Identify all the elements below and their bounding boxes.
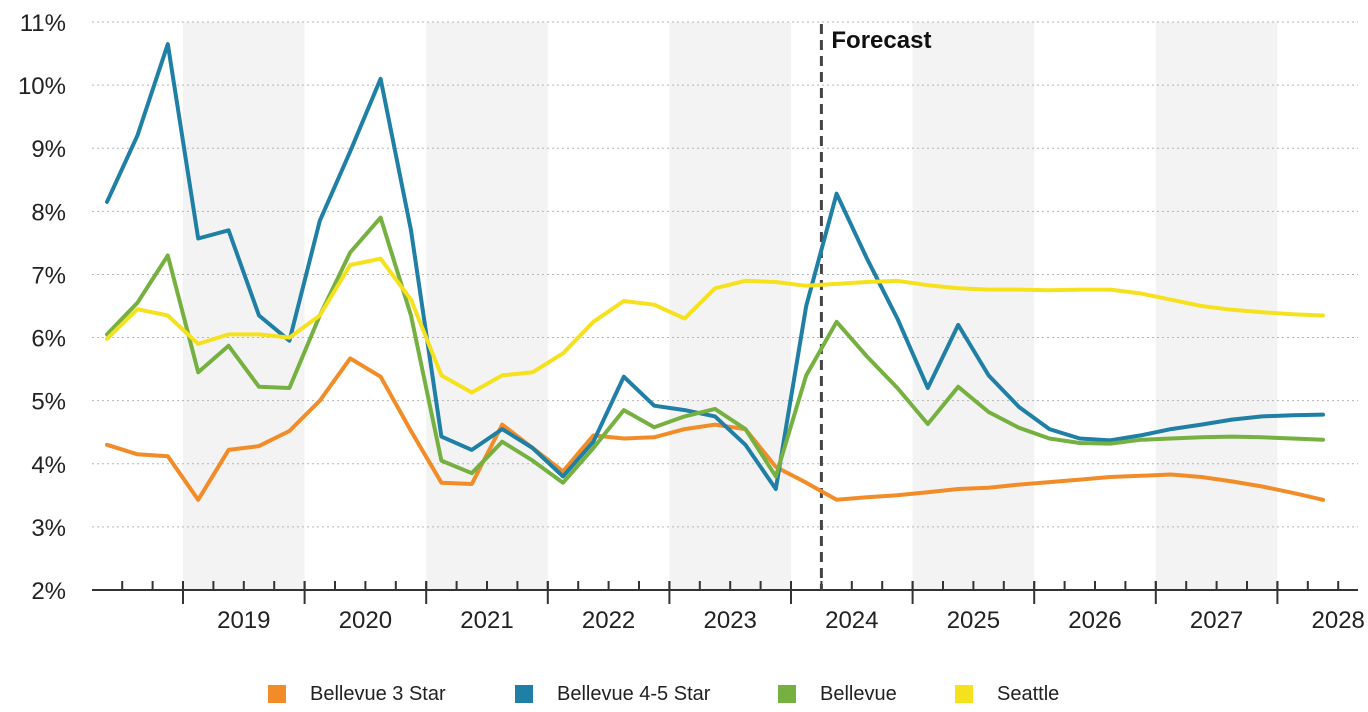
line-chart: 2%3%4%5%6%7%8%9%10%11% 2019 2020 2021 2022 2…: [18, 10, 1365, 634]
forecast-marker: Forecast: [819, 24, 931, 590]
x-tick-label: 2019: [217, 607, 270, 634]
y-tick-label: 11%: [20, 10, 66, 37]
shade-band-2025: [912, 22, 1035, 590]
y-tick-label: 4%: [31, 452, 66, 479]
x-tick-label: 2020: [339, 607, 392, 634]
legend: Bellevue 3 Star Bellevue 4-5 Star Bellev…: [0, 676, 1368, 712]
series-line-seattle: [105, 256, 1325, 395]
legend-label-seattle: Seattle: [997, 682, 1060, 705]
y-tick-label: 8%: [31, 199, 66, 226]
y-tick-label: 10%: [18, 73, 66, 100]
y-axis: 2% 3% 4% 5% 6% 7% 8% 9% 10% 11%: [18, 10, 66, 605]
gridlines: [92, 21, 1358, 528]
x-tick-label: 2028: [1312, 607, 1365, 634]
year-shading: [183, 22, 1278, 590]
x-tick-label: 2025: [947, 607, 1000, 634]
legend-item-bellevue-4-5-star: Bellevue 4-5 Star: [515, 676, 710, 712]
x-tick-label: 2024: [825, 607, 878, 634]
y-tick-label: 3%: [31, 515, 66, 542]
legend-swatch-bellevue: [778, 685, 796, 703]
x-tick-label: 2023: [704, 607, 757, 634]
legend-swatch-bellevue-4-5-star: [515, 685, 533, 703]
x-axis: 2019 2020 2021 2022 2023 2024 2025 2026 2027 2028: [92, 581, 1365, 634]
y-tick-label: 9%: [31, 136, 66, 163]
legend-label-bellevue-3-star: Bellevue 3 Star: [310, 682, 446, 705]
series-line-bellevue-4-5-star: [105, 42, 1325, 491]
legend-item-bellevue-3-star: Bellevue 3 Star: [268, 676, 446, 712]
x-tick-label: 2021: [460, 607, 513, 634]
y-tick-label: 5%: [31, 389, 66, 416]
series-lines: [105, 42, 1325, 502]
x-tick-label: 2022: [582, 607, 635, 634]
legend-swatch-seattle: [955, 685, 973, 703]
y-tick-label: 7%: [31, 262, 66, 289]
forecast-label: Forecast: [831, 27, 931, 54]
shade-band-2019: [183, 22, 305, 590]
y-tick-label: 2%: [31, 578, 66, 605]
legend-item-seattle: Seattle: [955, 676, 1059, 712]
legend-label-bellevue: Bellevue: [820, 682, 897, 705]
y-tick-label: 6%: [31, 326, 66, 353]
shade-band-2021: [426, 22, 548, 590]
series-line-bellevue-3-star: [105, 356, 1325, 502]
series-line-bellevue: [105, 215, 1325, 485]
legend-item-bellevue: Bellevue: [778, 676, 897, 712]
shade-band-2023: [669, 22, 791, 590]
x-tick-label: 2027: [1190, 607, 1243, 634]
x-tick-label: 2026: [1068, 607, 1121, 634]
legend-swatch-bellevue-3-star: [268, 685, 286, 703]
legend-label-bellevue-4-5-star: Bellevue 4-5 Star: [557, 682, 711, 705]
